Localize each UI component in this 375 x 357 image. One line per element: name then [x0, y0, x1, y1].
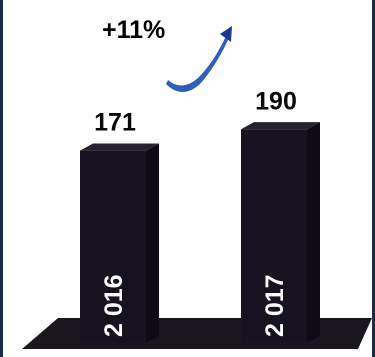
- category-label-2017: 2 017: [261, 274, 289, 337]
- value-label-2017: 190: [255, 87, 297, 115]
- bar-top-face: [80, 143, 159, 151]
- bar-front-face: [241, 129, 307, 343]
- frame-left-edge: [0, 0, 3, 357]
- bar-2017: [241, 122, 320, 343]
- growth-swoosh-arrow-icon: [166, 26, 232, 92]
- swoosh-body: [166, 36, 229, 92]
- category-label-2016: 2 016: [100, 274, 128, 337]
- bar-side-face: [307, 122, 320, 343]
- arrow-head: [220, 26, 232, 42]
- bar-top-face: [241, 122, 320, 130]
- value-label-2016: 171: [94, 109, 136, 137]
- frame-right-edge: [372, 0, 375, 357]
- bar-front-face: [80, 150, 146, 343]
- bar-2016: [80, 143, 159, 343]
- growth-percentage-label: +11%: [102, 16, 165, 44]
- bar-side-face: [146, 143, 159, 343]
